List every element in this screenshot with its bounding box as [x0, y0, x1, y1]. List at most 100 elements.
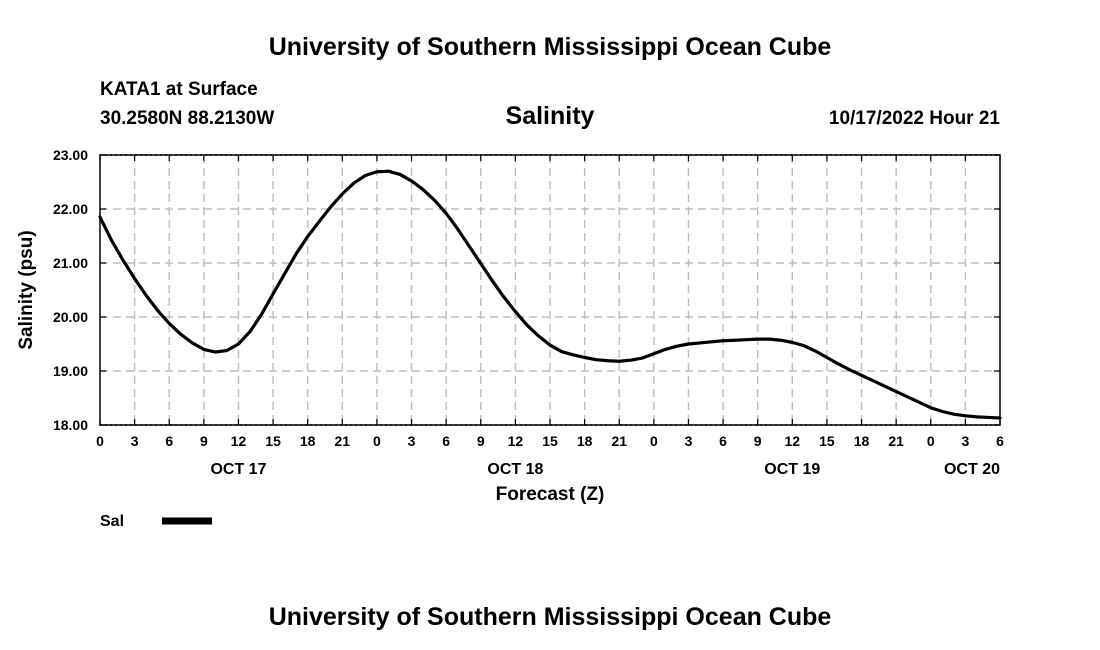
- x-tick-label-2: 6: [165, 433, 173, 449]
- y-tick-label-4: 22.00: [53, 201, 88, 217]
- legend-label-sal: Sal: [100, 513, 124, 530]
- data-point-0-58: [769, 338, 770, 339]
- data-point-0-14: [261, 314, 262, 315]
- y-tick-label-3: 21.00: [53, 255, 88, 271]
- x-tick-label-5: 15: [265, 433, 281, 449]
- data-point-0-74: [953, 414, 954, 415]
- data-point-0-47: [642, 357, 643, 358]
- forecast-issue-time: 10/17/2022 Hour 21: [829, 108, 1001, 129]
- x-tick-label-0: 0: [96, 433, 104, 449]
- data-point-0-60: [792, 342, 793, 343]
- data-point-0-23: [365, 175, 366, 176]
- data-point-0-51: [688, 343, 689, 344]
- data-point-0-43: [595, 359, 596, 360]
- data-point-0-44: [607, 360, 608, 361]
- data-point-0-31: [457, 228, 458, 229]
- x-tick-label-23: 21: [888, 433, 904, 449]
- x-tick-label-9: 3: [408, 433, 416, 449]
- x-axis-label: Forecast (Z): [496, 484, 605, 505]
- data-point-0-41: [572, 354, 573, 355]
- data-point-0-27: [411, 180, 412, 181]
- footer-title: University of Southern Mississippi Ocean…: [269, 603, 832, 631]
- day-label-1: OCT 18: [487, 461, 543, 478]
- data-point-0-38: [538, 335, 539, 336]
- data-point-0-19: [319, 221, 320, 222]
- data-point-0-42: [584, 357, 585, 358]
- data-point-0-36: [515, 311, 516, 312]
- data-point-0-46: [630, 360, 631, 361]
- x-tick-label-10: 6: [442, 433, 450, 449]
- data-point-0-45: [619, 361, 620, 362]
- y-tick-label-2: 20.00: [53, 309, 88, 325]
- data-point-0-70: [907, 396, 908, 397]
- data-point-0-53: [711, 341, 712, 342]
- y-tick-label-1: 19.00: [53, 363, 88, 379]
- data-point-0-8: [192, 342, 193, 343]
- x-tick-label-13: 15: [542, 433, 558, 449]
- data-point-0-17: [295, 253, 296, 254]
- legend: Sal: [100, 513, 212, 530]
- data-point-0-32: [469, 246, 470, 247]
- axis-labels: 0 3 6 9 12 15 18 21 0 3 6 9 12 15 18 21 0 3 6 9 12 15 18 21 0 3 6 1…: [53, 147, 1004, 478]
- data-point-0-20: [330, 206, 331, 207]
- x-tick-label-3: 9: [200, 433, 208, 449]
- data-point-0-22: [353, 182, 354, 183]
- data-point-0-56: [745, 339, 746, 340]
- data-point-0-28: [422, 189, 423, 190]
- x-tick-label-11: 9: [477, 433, 485, 449]
- variable-title: Salinity: [506, 102, 595, 130]
- x-tick-label-18: 6: [719, 433, 727, 449]
- data-series-group: [98, 169, 1002, 420]
- y-tick-label-0: 18.00: [53, 417, 88, 433]
- data-point-0-34: [492, 280, 493, 281]
- data-point-0-71: [919, 402, 920, 403]
- y-axis-label: Salinity (psu): [16, 230, 37, 349]
- station-coordinates: 30.2580N 88.2130W: [100, 108, 274, 129]
- data-point-0-3: [134, 278, 135, 279]
- x-tick-label-16: 0: [650, 433, 658, 449]
- data-point-0-15: [272, 293, 273, 294]
- day-label-3: OCT 20: [944, 461, 1000, 478]
- data-point-0-66: [861, 375, 862, 376]
- data-point-0-48: [653, 353, 654, 354]
- data-point-0-68: [884, 385, 885, 386]
- data-point-0-37: [526, 324, 527, 325]
- x-tick-label-15: 21: [611, 433, 627, 449]
- data-point-0-30: [445, 213, 446, 214]
- data-point-0-39: [549, 344, 550, 345]
- data-point-0-72: [930, 407, 931, 408]
- data-point-0-78: [999, 417, 1000, 418]
- data-point-0-1: [111, 240, 112, 241]
- data-point-0-63: [826, 357, 827, 358]
- data-point-0-69: [895, 391, 896, 392]
- data-point-0-18: [307, 236, 308, 237]
- data-point-0-62: [815, 350, 816, 351]
- x-tick-label-12: 12: [508, 433, 524, 449]
- data-point-0-11: [226, 350, 227, 351]
- data-point-0-76: [976, 416, 977, 417]
- x-tick-label-7: 21: [335, 433, 351, 449]
- data-point-0-12: [238, 343, 239, 344]
- x-tick-label-14: 18: [577, 433, 593, 449]
- data-point-0-21: [342, 193, 343, 194]
- data-point-0-65: [849, 369, 850, 370]
- x-tick-label-8: 0: [373, 433, 381, 449]
- y-tick-label-5: 23.00: [53, 147, 88, 163]
- data-point-0-29: [434, 200, 435, 201]
- station-label: KATA1 at Surface: [100, 79, 258, 100]
- day-label-2: OCT 19: [764, 461, 820, 478]
- data-point-0-26: [399, 174, 400, 175]
- x-tick-label-4: 12: [231, 433, 247, 449]
- series-line-sal: [98, 169, 1002, 420]
- data-point-0-2: [122, 260, 123, 261]
- x-tick-label-25: 3: [961, 433, 969, 449]
- x-tick-label-17: 3: [685, 433, 693, 449]
- data-point-0-4: [145, 295, 146, 296]
- data-point-0-0: [99, 216, 100, 217]
- data-point-0-67: [872, 380, 873, 381]
- x-tick-label-22: 18: [854, 433, 870, 449]
- chart-grid: [100, 155, 1000, 425]
- data-point-0-40: [561, 351, 562, 352]
- data-point-0-59: [780, 340, 781, 341]
